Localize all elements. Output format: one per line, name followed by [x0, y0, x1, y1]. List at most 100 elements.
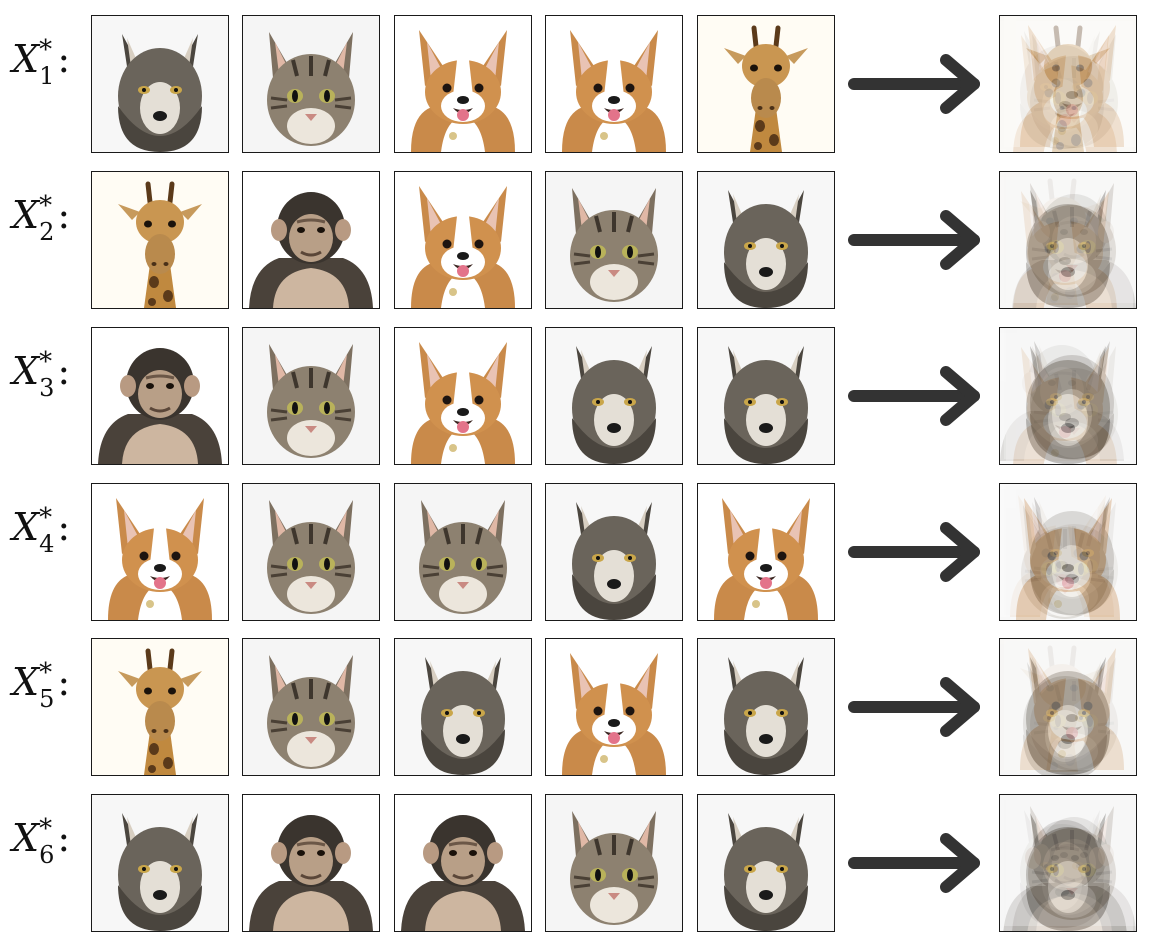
corgi-overlay-icon [1000, 21, 1133, 152]
chimpanzee-overlay-icon [1000, 800, 1133, 931]
wolf-overlay-icon [1000, 644, 1133, 775]
set-label: X*6: [12, 814, 71, 906]
set-colon: : [57, 816, 71, 860]
set-label: X*5: [12, 658, 71, 750]
blend-overlay-icon [1000, 639, 1136, 775]
cat-overlay-icon [1006, 330, 1136, 464]
corgi-overlay-icon [1000, 333, 1133, 464]
blend-overlay-icon [1000, 16, 1136, 152]
set-colon: : [57, 193, 71, 237]
cat-icon [546, 172, 682, 308]
chimpanzee-icon [243, 172, 379, 308]
set-subscript: 2 [39, 218, 55, 246]
member-tile [697, 327, 835, 465]
wolf-icon [92, 16, 228, 152]
cat-icon [243, 16, 379, 152]
giraffe-icon [698, 16, 834, 152]
member-tile [91, 15, 229, 153]
wolf-overlay-icon [1004, 328, 1136, 459]
wolf-icon [546, 328, 682, 464]
right-arrow-icon [848, 521, 988, 583]
member-tile [394, 638, 532, 776]
member-tile [91, 171, 229, 309]
member-tile [697, 794, 835, 932]
member-tile [697, 15, 835, 153]
set-label: X*2: [12, 191, 71, 283]
cat-icon [395, 484, 531, 620]
wolf-overlay-icon [1004, 484, 1136, 615]
member-tile [242, 483, 380, 621]
member-tile [242, 171, 380, 309]
set-colon: : [57, 660, 71, 704]
set-variable: X [12, 37, 40, 81]
set-superscript: * [39, 658, 53, 688]
wolf-overlay-icon [1000, 172, 1136, 308]
blend-overlay-icon [1000, 795, 1136, 931]
corgi-overlay-icon [1000, 484, 1136, 620]
chimpanzee-overlay-icon [1000, 328, 1130, 461]
set-variable: X [12, 816, 40, 860]
wolf-icon [698, 795, 834, 931]
member-tile [545, 638, 683, 776]
cat-overlay-icon [1006, 486, 1136, 620]
cat-icon [546, 795, 682, 931]
right-arrow-icon [848, 53, 988, 115]
set-superscript: * [39, 503, 53, 533]
cat-icon [243, 328, 379, 464]
set-subscript: 4 [39, 530, 55, 558]
blended-result-tile [999, 15, 1137, 153]
wolf-icon [92, 795, 228, 931]
member-tile [394, 171, 532, 309]
set-variable: X [12, 193, 40, 237]
cat-icon [243, 639, 379, 775]
set-superscript: * [39, 191, 53, 221]
set-subscript: 6 [39, 841, 55, 869]
member-tile [697, 638, 835, 776]
cat-overlay-icon [1006, 18, 1136, 152]
right-arrow-icon [848, 676, 988, 738]
corgi-icon [395, 16, 531, 152]
cat-overlay-icon [1000, 489, 1133, 620]
chimpanzee-overlay-icon [1006, 797, 1136, 931]
member-tile [242, 638, 380, 776]
giraffe-icon [92, 639, 228, 775]
wolf-overlay-icon [1000, 795, 1136, 931]
corgi-icon [395, 172, 531, 308]
set-superscript: * [39, 35, 53, 65]
wolf-overlay-icon [1000, 16, 1130, 149]
wolf-overlay-icon [1000, 795, 1130, 928]
member-tile [91, 638, 229, 776]
set-variable: X [12, 505, 40, 549]
chimpanzee-icon [243, 795, 379, 931]
chimpanzee-icon [92, 328, 228, 464]
cat-overlay-icon [1004, 172, 1136, 303]
set-variable: X [12, 660, 40, 704]
member-tile [91, 327, 229, 465]
giraffe-overlay-icon [1000, 16, 1136, 152]
wolf-icon [698, 639, 834, 775]
set-subscript: 3 [39, 374, 55, 402]
member-tile [394, 794, 532, 932]
cat-overlay-icon [1004, 795, 1136, 926]
member-tile [394, 15, 532, 153]
corgi-overlay-icon [1004, 639, 1136, 770]
giraffe-icon [92, 172, 228, 308]
set-row-4: X*4: [0, 483, 1150, 621]
set-superscript: * [39, 347, 53, 377]
wolf-icon [698, 328, 834, 464]
member-tile [242, 794, 380, 932]
corgi-icon [395, 328, 531, 464]
set-subscript: 1 [39, 62, 55, 90]
blended-result-tile [999, 171, 1137, 309]
member-tile [242, 327, 380, 465]
right-arrow-icon [848, 365, 988, 427]
blended-result-tile [999, 327, 1137, 465]
set-row-2: X*2: [0, 171, 1150, 309]
right-arrow-icon [848, 209, 988, 271]
member-tile [394, 483, 532, 621]
corgi-icon [698, 484, 834, 620]
giraffe-overlay-icon [1000, 172, 1130, 305]
member-tile [545, 15, 683, 153]
set-colon: : [57, 37, 71, 81]
